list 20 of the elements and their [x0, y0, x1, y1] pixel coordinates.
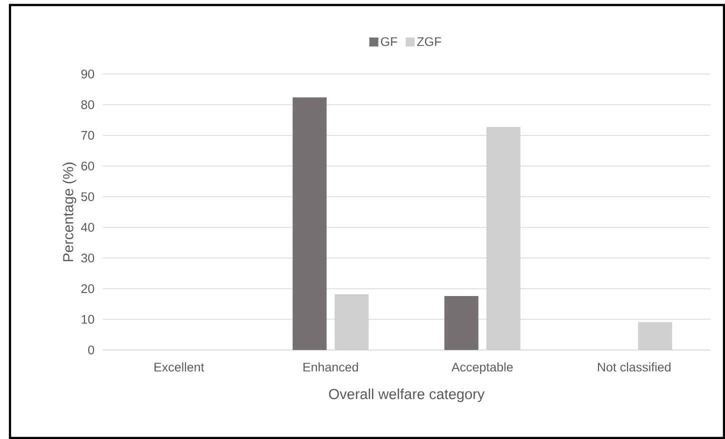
y-tick-label: 70 — [81, 130, 94, 140]
x-tick-label: Excellent — [154, 362, 204, 372]
y-tick-label: 60 — [81, 162, 94, 170]
x-axis-title: Overall welfare category — [329, 388, 485, 402]
x-tick-label: Enhanced — [303, 362, 358, 372]
y-tick-label: 10 — [82, 314, 94, 324]
legend-label: GF — [380, 37, 398, 46]
y-tick-label: 0 — [88, 346, 94, 354]
y-tick-label: 80 — [81, 100, 94, 110]
y-tick-label: 20 — [81, 284, 94, 294]
legend-label: ZGF — [417, 37, 442, 46]
x-tick-label: Not classified — [598, 362, 670, 372]
bar — [444, 296, 478, 350]
x-tick-label: Acceptable — [451, 362, 513, 374]
bar — [292, 97, 327, 350]
y-tick-label: 30 — [81, 254, 94, 262]
y-tick-label: 90 — [81, 70, 94, 78]
y-tick-label: 40 — [81, 222, 94, 232]
y-tick-label: 50 — [81, 192, 94, 202]
y-axis-title: Percentage (%) — [62, 162, 76, 262]
